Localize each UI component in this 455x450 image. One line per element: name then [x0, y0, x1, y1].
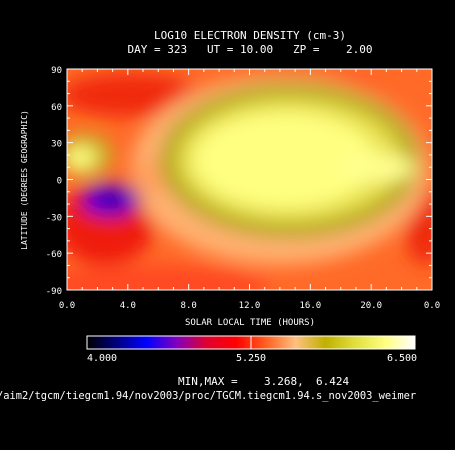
y-tick-label: -30	[46, 213, 62, 223]
axis-ticks	[66, 68, 433, 291]
y-tick-label: -60	[46, 250, 62, 260]
x-tick-label: 16.0	[299, 301, 321, 311]
x-tick-label: 0.0	[424, 301, 440, 311]
x-tick-label: 12.0	[239, 301, 261, 311]
y-tick-label: 30	[51, 140, 62, 150]
x-tick-label: 8.0	[181, 301, 197, 311]
x-tick-label: 20.0	[360, 301, 382, 311]
heatmap-field	[67, 69, 432, 290]
chart-title: LOG10 ELECTRON DENSITY (cm-3)	[154, 29, 346, 42]
x-axis-label: SOLAR LOCAL TIME (HOURS)	[185, 318, 315, 328]
y-tick-label: 0	[57, 177, 62, 187]
chart-subtitle: DAY = 323 UT = 10.00 ZP = 2.00	[127, 43, 372, 56]
colorbar-label-mid: 5.250	[236, 353, 266, 364]
min-value: 3.268,	[264, 375, 304, 388]
y-axis-label: LATITUDE (DEGREES GEOGRAPHIC)	[20, 110, 29, 250]
y-tick-labels: -90 -60 -30 0 30 60 90	[46, 66, 62, 297]
file-path: /aim2/tgcm/tiegcm1.94/nov2003/proc/TGCM.…	[0, 390, 416, 402]
x-tick-label: 4.0	[120, 301, 136, 311]
x-tick-label: 0.0	[59, 301, 75, 311]
x-tick-labels: 0.0 4.0 8.0 12.0 16.0 20.0 0.0	[59, 301, 440, 311]
max-value: 6.424	[316, 375, 349, 388]
colorbar-label-min: 4.000	[87, 353, 117, 364]
minmax-label: MIN,MAX =	[178, 375, 238, 388]
y-tick-label: 90	[51, 66, 62, 76]
colorbar-label-max: 6.500	[387, 353, 417, 364]
y-tick-label: 60	[51, 103, 62, 113]
y-tick-label: -90	[46, 287, 62, 297]
